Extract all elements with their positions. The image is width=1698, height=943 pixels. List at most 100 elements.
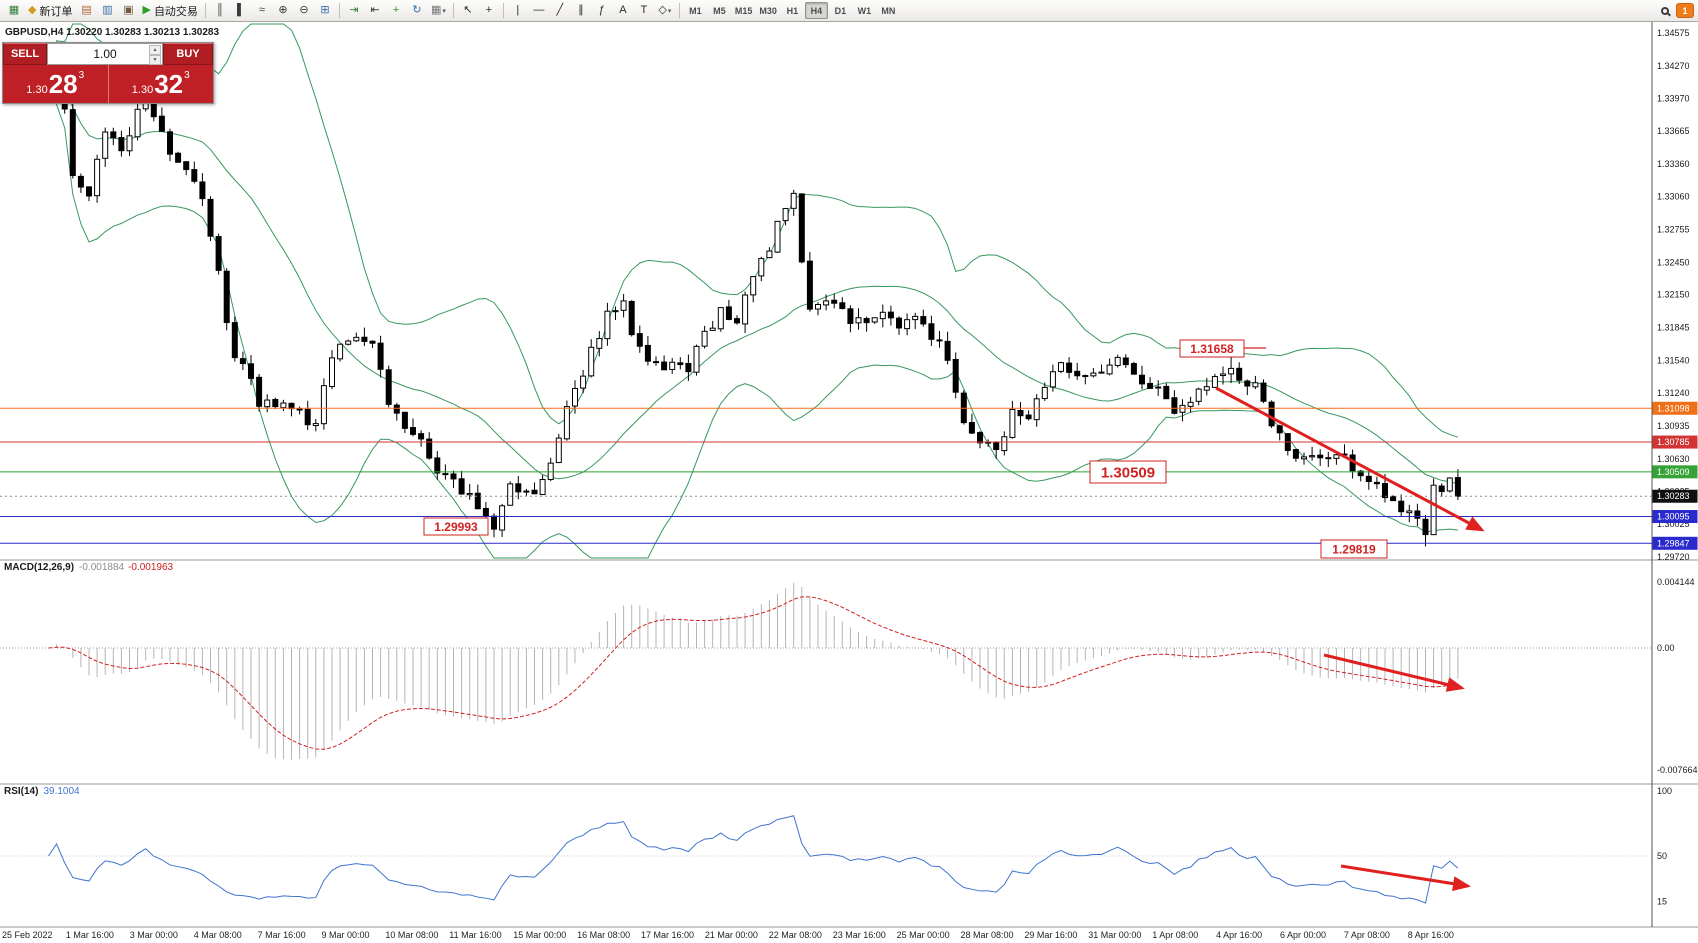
zoom-out-icon: ⊖: [299, 4, 309, 16]
sell-price-display[interactable]: 1.30 28 3: [3, 65, 108, 103]
timeframe-m5-button[interactable]: M5: [708, 2, 731, 19]
price-tick-label: 1.29720: [1657, 552, 1690, 562]
toolbar: ▦ ◆ 新订单 ▤ ▥ ▣ ▶ 自动交易 ║ ▌ ≈ ⊕ ⊖ ⊞ ⇥ ⇤ + ↻ ▦ ▾ ↖ + | — ╱ ∥ ƒ A T ◇ ▾ M1 M5…: [0, 0, 1698, 22]
bar-chart-mode-icon: ║: [216, 4, 224, 16]
time-axis-label: 11 Mar 16:00: [449, 930, 501, 940]
time-axis-label: 25 Mar 00:00: [897, 930, 950, 940]
volume-value: 1.00: [93, 47, 117, 61]
fibonacci-tool-button[interactable]: ƒ: [592, 2, 612, 20]
timeframe-h4-button[interactable]: H4: [804, 2, 828, 19]
refresh-icon: ↻: [412, 4, 422, 16]
indicators-button[interactable]: +: [386, 2, 406, 20]
trend-arrow-1[interactable]: [1215, 386, 1485, 532]
price-tick-label: 1.32150: [1657, 290, 1690, 300]
timeframe-d1-button-label: D1: [834, 5, 847, 16]
notifications-badge[interactable]: 1: [1676, 3, 1694, 18]
new-chart-button[interactable]: ▦: [4, 2, 24, 20]
timeframe-m15-button[interactable]: M15: [732, 2, 756, 19]
templates-icon: ▦: [430, 4, 442, 16]
text-tool-button[interactable]: A: [613, 2, 633, 20]
channel-tool-button[interactable]: ∥: [571, 2, 591, 20]
rsi-label: RSI(14) 39.1004: [4, 786, 80, 797]
toolbar-separator: [338, 3, 340, 18]
sell-button[interactable]: SELL: [3, 43, 47, 65]
line-chart-mode-button[interactable]: ≈: [252, 2, 272, 20]
trend-arrow-2[interactable]: [1323, 653, 1465, 692]
strategy-tester-button[interactable]: ▣: [118, 2, 138, 20]
new-order-button-label: 新订单: [39, 5, 73, 18]
timeframe-h1-button[interactable]: H1: [781, 2, 804, 19]
timeframe-mn-button-label: MN: [881, 5, 896, 16]
macd-main-value: -0.001884: [79, 562, 125, 573]
chart-shift-icon: ⇤: [370, 4, 380, 16]
price-tick-label: 1.33665: [1657, 126, 1690, 136]
refresh-button[interactable]: ↻: [407, 2, 427, 20]
autotrading-button-label: 自动交易: [153, 5, 198, 18]
time-axis-label: 3 Mar 00:00: [130, 930, 178, 940]
market-watch-icon: ▤: [81, 4, 92, 16]
annotation-box-1.29819[interactable]: [1320, 539, 1388, 559]
dropdown-arrow-icon: ▾: [442, 7, 446, 15]
time-axis-label: 7 Mar 16:00: [258, 930, 306, 940]
bar-chart-mode-button[interactable]: ║: [210, 2, 230, 20]
buy-price-big: 32: [154, 69, 184, 99]
trendline-tool-button[interactable]: ╱: [550, 2, 570, 20]
timeframe-w1-button[interactable]: W1: [853, 2, 876, 19]
trend-arrow-3[interactable]: [1340, 864, 1471, 892]
candlestick-mode-button[interactable]: ▌: [231, 2, 251, 20]
dropdown-arrow-icon: ▾: [667, 7, 672, 15]
price-tick-label: 1.34270: [1657, 61, 1690, 71]
timeframe-m30-button[interactable]: M30: [756, 2, 780, 19]
shapes-tool-button[interactable]: ◇ ▾: [655, 2, 675, 20]
volume-input[interactable]: 1.00 ▲ ▼: [47, 43, 163, 65]
horizontal-line-tool-icon: —: [533, 4, 545, 16]
text-tool-icon: A: [619, 4, 627, 16]
spinner-down-icon[interactable]: ▼: [149, 55, 161, 65]
search-button[interactable]: [1655, 2, 1675, 20]
buy-price-display[interactable]: 1.30 32 3: [107, 65, 214, 103]
templates-button[interactable]: ▦ ▾: [428, 2, 449, 20]
annotation-box-1.29993[interactable]: [423, 517, 489, 536]
time-axis-labels: 25 Feb 2022 1 Mar 16:00 3 Mar 00:00 4 Mar 0…: [2, 930, 1454, 940]
zoom-in-icon: ⊕: [278, 4, 288, 16]
price-tick-label: 1.31540: [1657, 356, 1690, 366]
new-order-button[interactable]: ◆ 新订单: [25, 2, 75, 20]
search-icon: [1661, 6, 1669, 15]
tile-windows-button[interactable]: ⊞: [315, 2, 335, 20]
macd-signal-line: [48, 596, 1458, 750]
spinner-up-icon[interactable]: ▲: [149, 45, 161, 55]
timeframe-d1-button[interactable]: D1: [829, 2, 852, 19]
vertical-line-tool-button[interactable]: |: [508, 2, 528, 20]
data-window-button[interactable]: ▥: [97, 2, 117, 20]
zoom-in-button[interactable]: ⊕: [273, 2, 293, 20]
price-tick-label: 1.31845: [1657, 323, 1690, 333]
autotrading-button[interactable]: ▶ 自动交易: [139, 2, 200, 20]
auto-scroll-button[interactable]: ⇥: [344, 2, 364, 20]
zoom-out-button[interactable]: ⊖: [294, 2, 314, 20]
time-axis-label: 6 Apr 00:00: [1280, 930, 1326, 940]
indicators-icon: +: [392, 4, 400, 16]
rsi-axis-labels: 100 50 15: [1657, 786, 1672, 907]
label-tool-button[interactable]: T: [634, 2, 654, 20]
time-axis-label: 17 Mar 16:00: [641, 930, 694, 940]
timeframe-mn-button[interactable]: MN: [877, 2, 900, 19]
price-axis-markers: 1.31098 1.30785 1.30509 1.30283 1.30095 1.298…: [1652, 401, 1698, 550]
chart-shift-button[interactable]: ⇤: [365, 2, 385, 20]
market-watch-button[interactable]: ▤: [76, 2, 96, 20]
label-tool-icon: T: [640, 4, 648, 16]
crosshair-tool-button[interactable]: +: [479, 2, 499, 20]
price-level-lines: [0, 407, 1652, 544]
annotation-box-1.30509[interactable]: [1089, 460, 1167, 484]
timeframe-m1-button[interactable]: M1: [684, 2, 707, 19]
time-axis-label: 4 Mar 08:00: [194, 930, 242, 940]
price-axis-ticks: 1.34575 1.34270 1.33970 1.33665 1.33360 1.330…: [1657, 28, 1690, 562]
price-tick-label: 1.34575: [1657, 28, 1690, 38]
volume-spinner: ▲ ▼: [149, 45, 161, 65]
time-axis-label: 22 Mar 08:00: [769, 930, 822, 940]
annotation-box-1.31658[interactable]: [1179, 339, 1245, 358]
new-order-icon: ◆: [28, 4, 37, 16]
buy-button[interactable]: BUY: [163, 43, 213, 65]
cursor-tool-button[interactable]: ↖: [458, 2, 478, 20]
horizontal-line-tool-button[interactable]: —: [529, 2, 549, 20]
